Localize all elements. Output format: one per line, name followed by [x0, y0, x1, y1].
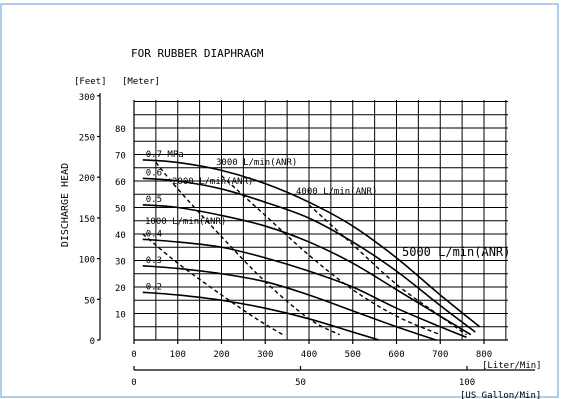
- y-meter-tick-label: 80: [115, 125, 126, 135]
- pressure-curve-label: 0.6: [146, 168, 162, 178]
- x-axis-secondary-unit: [US Gallon/Min]: [460, 391, 541, 399]
- y-meter-tick-label: 70: [115, 152, 126, 162]
- air-consumption-label: 3000 L/min(ANR): [216, 158, 297, 168]
- x-primary-tick-label: 200: [213, 350, 229, 360]
- x-primary-tick-label: 300: [257, 350, 273, 360]
- pressure-curve-label: 0.7 MPa: [146, 150, 184, 160]
- y-meter-tick-label: 60: [115, 178, 126, 188]
- pressure-curve-0: [142, 159, 481, 328]
- y-meter-tick-label: 10: [115, 311, 126, 321]
- y-feet-tick-label: 300: [79, 93, 95, 103]
- air-consumption-label: 2000 L/min(ANR): [172, 177, 253, 187]
- pressure-curves: [142, 159, 481, 341]
- y-meter-tick-label: 20: [115, 284, 126, 294]
- curve-labels: 0.7 MPa 0.6 0.5 0.4 0.3 0.2 1000 L/min(ANR) 200…: [145, 150, 510, 292]
- air-consumption-label: 4000 L/min(ANR): [296, 187, 377, 197]
- pressure-curve-2: [142, 204, 472, 336]
- y-axis-label: DISCHARGE HEAD: [60, 163, 71, 247]
- x-axis-primary-unit: [Liter/Min]: [482, 361, 542, 371]
- y-meter-tick-label: 40: [115, 231, 126, 241]
- pressure-curve-label: 0.2: [146, 282, 162, 292]
- x-primary-tick-label: 400: [301, 350, 317, 360]
- x-primary-tick-label: 600: [388, 350, 404, 360]
- y-axis-meter-unit: [Meter]: [122, 77, 160, 87]
- chart-title: FOR RUBBER DIAPHRAGM: [131, 47, 264, 60]
- y-meter-tick-label: 30: [115, 258, 126, 268]
- pressure-curve-label: 0.4: [146, 229, 162, 239]
- y-feet-tick-label: 200: [79, 174, 95, 184]
- air-consumption-curve-1: [155, 162, 340, 336]
- x-secondary-tick-label: 100: [459, 378, 475, 388]
- pressure-curve-5: [142, 291, 380, 341]
- pressure-curve-label: 0.5: [146, 195, 162, 205]
- x-secondary-tick-label: 0: [131, 378, 136, 388]
- x-primary-tick-label: 0: [131, 350, 136, 360]
- y-feet-tick-label: 250: [79, 134, 95, 144]
- y-axis-feet-unit: [Feet]: [74, 77, 107, 87]
- y-feet-tick-label: 0: [90, 337, 95, 347]
- x-primary-tick-label: 700: [432, 350, 448, 360]
- x-primary-tick-label: 800: [476, 350, 492, 360]
- pressure-curve-label: 0.3: [146, 256, 162, 266]
- air-consumption-curve-3: [308, 204, 467, 336]
- x-primary-tick-label: 500: [345, 350, 361, 360]
- y-feet-tick-label: 50: [84, 296, 95, 306]
- grid: [134, 100, 508, 340]
- pressure-curve-3: [142, 238, 467, 339]
- air-consumption-curve-0: [142, 233, 284, 336]
- air-consumption-curves: [142, 162, 467, 336]
- air-consumption-label: 5000 L/min(ANR): [402, 245, 510, 259]
- pressure-curve-1: [142, 177, 476, 333]
- x-secondary-tick-label: 50: [295, 378, 306, 388]
- y-feet-tick-label: 100: [79, 256, 95, 266]
- chart-frame: [0, 3, 559, 398]
- air-consumption-label: 1000 L/min(ANR): [145, 217, 226, 227]
- x-primary-tick-label: 100: [170, 350, 186, 360]
- y-feet-tick-label: 150: [79, 215, 95, 225]
- y-meter-tick-label: 50: [115, 205, 126, 215]
- pressure-curve-4: [142, 265, 437, 341]
